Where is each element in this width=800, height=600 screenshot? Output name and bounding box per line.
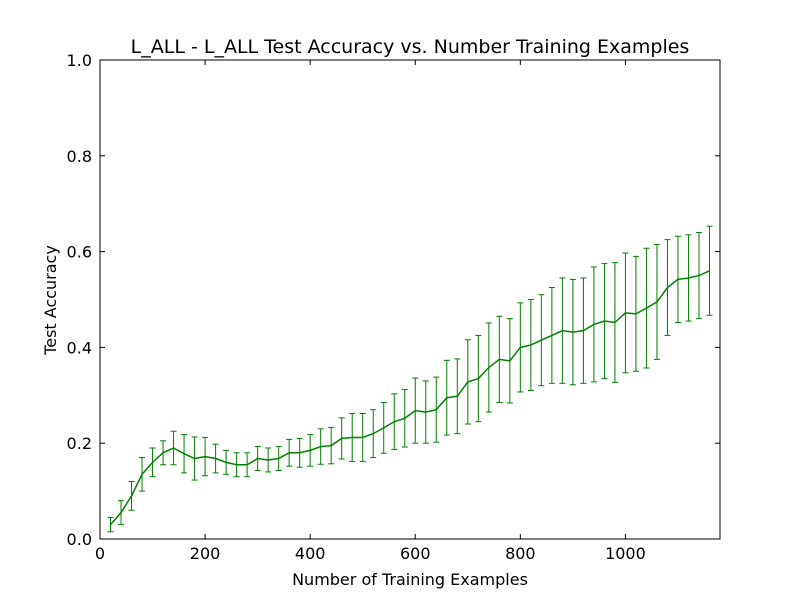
x-tick-label: 0	[95, 544, 105, 563]
y-tick-label: 0.2	[67, 434, 92, 453]
series-line	[109, 270, 710, 526]
y-tick-label: 0.6	[67, 243, 92, 262]
x-tick-label: 600	[400, 544, 431, 563]
x-axis: 0 200 400 600 800 1000	[95, 60, 646, 563]
x-axis-title: Number of Training Examples	[292, 570, 528, 589]
plot-area	[107, 225, 713, 533]
y-tick-label: 0.0	[67, 530, 92, 549]
y-axis-title: Test Accuracy	[41, 245, 60, 356]
axes-frame	[99, 59, 721, 540]
y-axis: 0.0 0.2 0.4 0.6 0.8 1.0	[67, 51, 720, 549]
chart-title: L_ALL - L_ALL Test Accuracy vs. Number T…	[131, 36, 690, 58]
x-tick-label: 800	[505, 544, 536, 563]
y-tick-label: 0.4	[67, 338, 92, 357]
x-tick-label: 1000	[605, 544, 646, 563]
x-tick-label: 200	[190, 544, 221, 563]
x-tick-label: 400	[295, 544, 326, 563]
y-tick-label: 0.8	[67, 147, 92, 166]
y-tick-label: 1.0	[67, 51, 92, 70]
